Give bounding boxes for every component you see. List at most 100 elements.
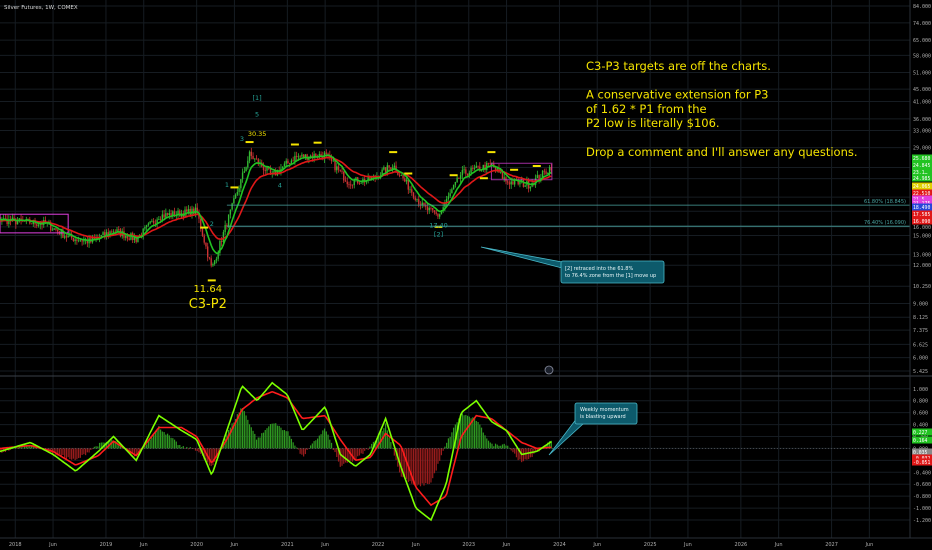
price-badge-label: 16.090 bbox=[913, 219, 930, 225]
momentum-histogram-bar bbox=[461, 413, 463, 449]
momentum-pane[interactable] bbox=[0, 381, 910, 522]
candle-body bbox=[330, 157, 333, 161]
candle-body bbox=[418, 199, 420, 205]
price-badge bbox=[912, 203, 932, 211]
momentum-histogram-bar bbox=[297, 448, 300, 450]
momentum-histogram-bar bbox=[53, 448, 55, 453]
commentary-line bbox=[586, 73, 590, 87]
candle-body bbox=[282, 166, 284, 169]
momentum-histogram-bar bbox=[105, 441, 108, 449]
candle-body bbox=[158, 219, 160, 220]
candle-body bbox=[468, 172, 471, 176]
candle-body bbox=[341, 170, 343, 172]
momentum-histogram-bar bbox=[311, 443, 313, 449]
momentum-histogram-bar bbox=[310, 445, 312, 449]
momentum-histogram-bar bbox=[402, 448, 404, 478]
candle-body bbox=[283, 163, 286, 167]
candle-body bbox=[421, 202, 423, 206]
momentum-histogram-bar bbox=[442, 448, 444, 451]
momentum-histogram-bar bbox=[236, 414, 238, 449]
momentum-histogram-bar bbox=[79, 448, 81, 458]
time-tick-label: Jun bbox=[592, 542, 601, 548]
price-badge-label: 18.490 bbox=[913, 205, 930, 211]
momentum-histogram-bar bbox=[193, 448, 195, 450]
candle-body bbox=[428, 207, 430, 211]
commentary-line: of 1.62 * P1 from the bbox=[586, 102, 707, 116]
candle-body bbox=[285, 160, 287, 164]
momentum-histogram-bar bbox=[85, 448, 87, 456]
callout-text: [2] retraced into the 61.8% bbox=[565, 266, 633, 272]
momentum-histogram-bar bbox=[355, 448, 357, 460]
momentum-histogram-bar bbox=[116, 441, 118, 449]
candle-body bbox=[459, 175, 462, 179]
momentum-histogram-bar bbox=[283, 429, 286, 449]
price-tick-label: 41.000 bbox=[913, 100, 931, 106]
momentum-histogram-bar bbox=[278, 425, 280, 449]
momentum-histogram-bar bbox=[486, 438, 488, 449]
price-pane[interactable]: 61.80% (18.845) 76.40% (16.090) bbox=[0, 141, 910, 282]
momentum-histogram-bar bbox=[383, 428, 385, 449]
candle-body bbox=[304, 154, 307, 158]
momentum-histogram-bar bbox=[414, 448, 416, 485]
candle-body bbox=[465, 169, 467, 174]
candle-body bbox=[294, 155, 296, 162]
candle-body bbox=[149, 221, 151, 224]
candle-body bbox=[344, 180, 347, 182]
candle-body bbox=[458, 177, 460, 179]
candle-body bbox=[398, 174, 401, 176]
momentum-histogram-bar bbox=[233, 422, 235, 449]
candle-body bbox=[30, 223, 33, 225]
price-badge-label: 17.585 bbox=[913, 212, 930, 218]
price-badge-label: 23.1… bbox=[913, 170, 928, 176]
momentum-badge-label: 0.164 bbox=[913, 438, 928, 444]
candle-body bbox=[295, 155, 298, 157]
momentum-badge-label: -0.051 bbox=[913, 460, 930, 466]
momentum-histogram-bar bbox=[325, 431, 327, 449]
momentum-histogram-bar bbox=[313, 441, 315, 449]
momentum-histogram-bar bbox=[505, 445, 507, 449]
momentum-histogram-bar bbox=[275, 423, 277, 449]
candle-body bbox=[250, 151, 253, 156]
callout-text: to 76.4% zone from the [1] move up bbox=[565, 273, 656, 279]
price-tick-label: 51.000 bbox=[913, 70, 931, 76]
price-tick-label: 6.625 bbox=[913, 342, 928, 348]
time-tick-label: 2027 bbox=[825, 542, 838, 548]
event-marker-icon[interactable] bbox=[544, 365, 554, 375]
candle-body bbox=[297, 156, 300, 158]
momentum-histogram-bar bbox=[379, 431, 381, 449]
momentum-histogram-bar bbox=[97, 446, 99, 449]
candle-body bbox=[547, 172, 549, 174]
candle-body bbox=[236, 192, 239, 195]
momentum-histogram-bar bbox=[191, 448, 193, 450]
candle-body bbox=[215, 258, 218, 261]
momentum-histogram-bar bbox=[102, 442, 104, 449]
momentum-histogram-bar bbox=[296, 447, 298, 449]
momentum-histogram-bar bbox=[426, 448, 429, 484]
candle-body bbox=[145, 225, 148, 228]
commentary-line bbox=[586, 131, 590, 145]
candle-body bbox=[496, 168, 498, 170]
candle-body bbox=[264, 170, 266, 171]
momentum-histogram-bar bbox=[198, 448, 200, 453]
candle-body bbox=[301, 154, 303, 157]
candle-body bbox=[466, 173, 469, 176]
candle-body bbox=[350, 184, 352, 186]
candle-body bbox=[437, 213, 439, 217]
time-tick-label: 2025 bbox=[644, 542, 657, 548]
momentum-histogram-bar bbox=[489, 442, 491, 449]
time-tick-label: Jun bbox=[683, 542, 692, 548]
momentum-histogram-bar bbox=[90, 448, 92, 451]
momentum-histogram-bar bbox=[93, 446, 95, 449]
candle-body bbox=[473, 168, 476, 169]
price-tick-label: 45.000 bbox=[913, 87, 931, 93]
price-badge bbox=[912, 182, 932, 190]
candle-body bbox=[412, 192, 415, 198]
candle-body bbox=[86, 239, 89, 244]
momentum-histogram-bar bbox=[194, 448, 197, 451]
candle-body bbox=[510, 181, 512, 185]
candle-body bbox=[100, 235, 103, 238]
momentum-histogram-bar bbox=[430, 448, 432, 483]
candle-body bbox=[346, 181, 348, 185]
candle-body bbox=[367, 176, 369, 181]
